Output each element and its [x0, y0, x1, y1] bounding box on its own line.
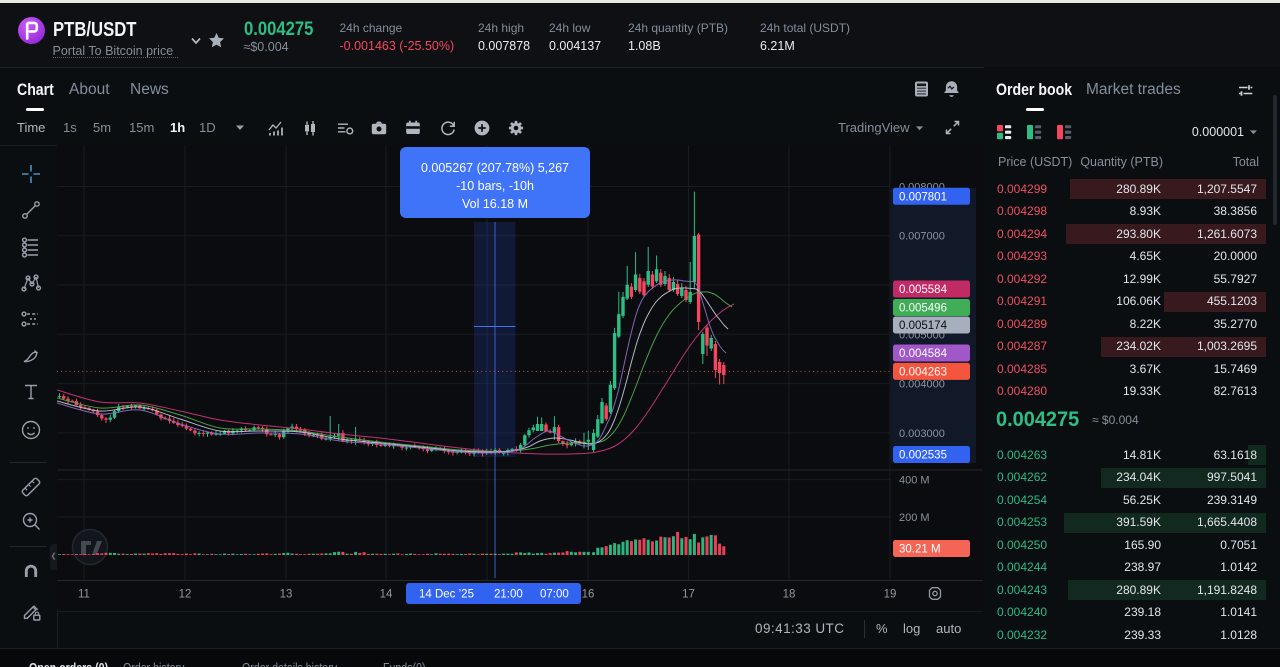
svg-text:0.004584: 0.004584 — [899, 348, 948, 360]
svg-text:30.21 M: 30.21 M — [899, 544, 941, 556]
svg-text:0.004263: 0.004263 — [899, 366, 947, 378]
svg-text:0.005174: 0.005174 — [899, 320, 948, 332]
svg-text:14: 14 — [380, 589, 393, 601]
svg-text:0.002535: 0.002535 — [899, 450, 947, 462]
svg-text:16: 16 — [582, 589, 595, 601]
svg-text:21:00: 21:00 — [494, 589, 523, 601]
svg-text:0.007801: 0.007801 — [899, 191, 947, 203]
svg-text:0.005267 (207.78%) 5,267: 0.005267 (207.78%) 5,267 — [421, 161, 569, 175]
svg-text:Vol 16.18 M: Vol 16.18 M — [462, 197, 528, 211]
svg-text:12: 12 — [179, 589, 192, 601]
svg-text:400 M: 400 M — [899, 475, 930, 487]
svg-text:0.003000: 0.003000 — [899, 428, 945, 440]
svg-text:19: 19 — [884, 589, 897, 601]
svg-text:0.005584: 0.005584 — [899, 284, 948, 296]
svg-text:14 Dec ’25: 14 Dec ’25 — [419, 589, 474, 601]
svg-text:0.005496: 0.005496 — [899, 303, 947, 315]
svg-text:0.004000: 0.004000 — [899, 379, 945, 391]
svg-text:0.007000: 0.007000 — [899, 231, 945, 243]
svg-text:18: 18 — [783, 589, 796, 601]
svg-text:17: 17 — [682, 589, 695, 601]
svg-text:-10 bars, -10h: -10 bars, -10h — [456, 179, 534, 193]
svg-text:07:00: 07:00 — [540, 589, 569, 601]
svg-text:11: 11 — [78, 589, 90, 601]
svg-text:200 M: 200 M — [899, 512, 930, 524]
svg-text:13: 13 — [280, 589, 293, 601]
